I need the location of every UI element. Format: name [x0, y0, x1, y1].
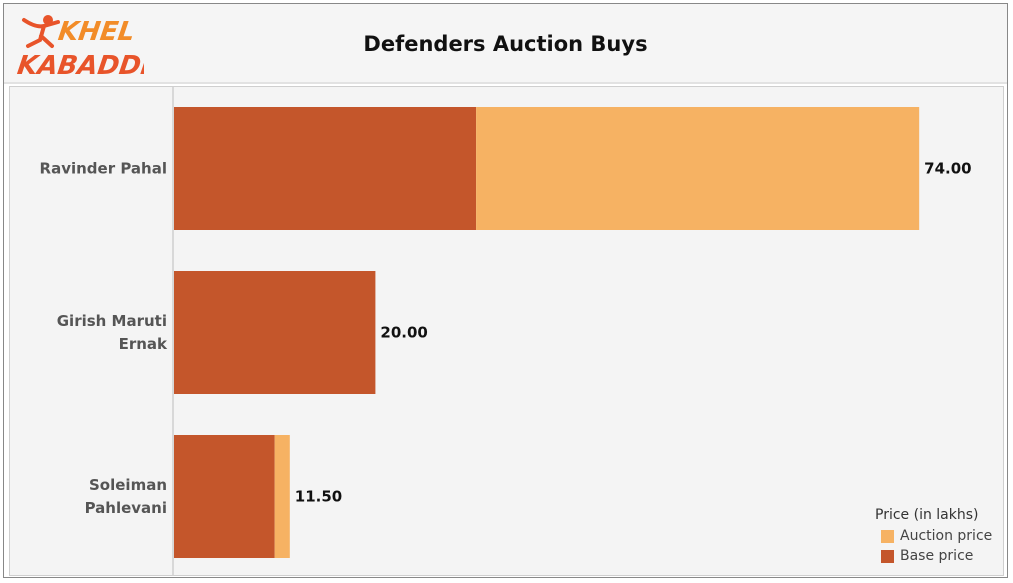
runner-icon [22, 15, 60, 48]
category-label-1-0: Girish Maruti [57, 312, 167, 330]
legend-label-base: Base price [900, 548, 974, 564]
bar-base-2[interactable] [174, 435, 275, 558]
category-label-0-0: Ravinder Pahal [40, 160, 167, 178]
value-label-2: 11.50 [295, 488, 342, 506]
category-label-2-1: Pahlevani [85, 499, 167, 517]
chart-frame: KHEL KABADDI Defenders Auction Buys 74.0… [3, 3, 1008, 578]
bar-base-1[interactable] [174, 271, 376, 394]
category-label-2-0: Soleiman [89, 476, 167, 494]
plot-area: 74.00 Ravinder Pahal 20.00 Girish Maruti Ern… [9, 86, 1004, 576]
value-label-0: 74.00 [924, 160, 971, 178]
legend-title: Price (in lakhs) [875, 507, 979, 523]
legend: Price (in lakhs) Auction price Base pric… [875, 507, 992, 568]
legend-item-base[interactable]: Base price [875, 548, 992, 564]
legend-label-auction: Auction price [900, 528, 993, 544]
chart-title: Defenders Auction Buys [363, 32, 648, 56]
bar-auction-0[interactable] [476, 107, 920, 230]
bar-chart: 74.00 Ravinder Pahal 20.00 Girish Maruti Ern… [40, 87, 972, 575]
logo-line1: KHEL [56, 17, 136, 47]
legend-swatch-base [881, 549, 894, 563]
legend-item-auction[interactable]: Auction price [875, 528, 992, 544]
category-label-1-1: Ernak [119, 335, 168, 353]
bar-base-0[interactable] [174, 107, 477, 230]
logo-line2: KABADDI [15, 51, 144, 81]
bar-auction-2[interactable] [274, 435, 290, 558]
khel-kabaddi-logo: KHEL KABADDI [15, 15, 144, 81]
legend-swatch-auction [881, 529, 894, 543]
value-label-1: 20.00 [380, 324, 427, 342]
header-bar: KHEL KABADDI Defenders Auction Buys [4, 4, 1007, 84]
